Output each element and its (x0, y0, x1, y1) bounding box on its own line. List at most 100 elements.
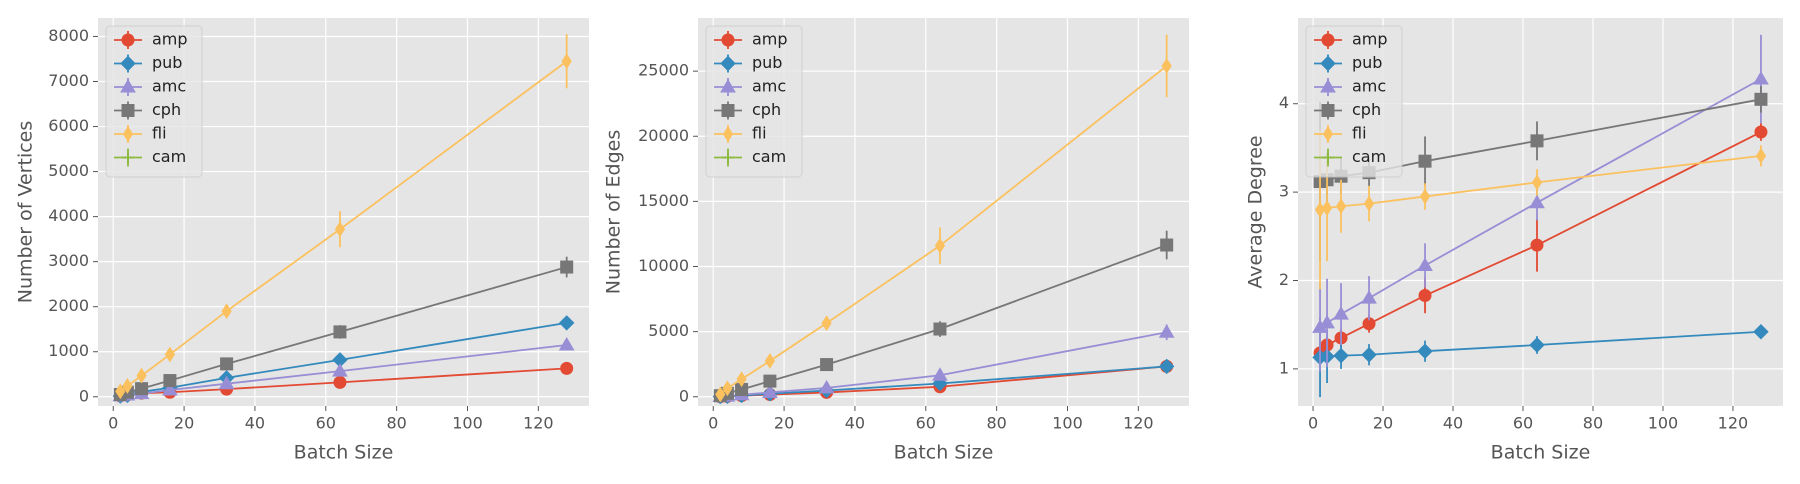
marker (715, 386, 726, 403)
marker (1319, 314, 1335, 329)
marker (1754, 92, 1768, 106)
marker (561, 53, 572, 70)
y-tick-label: 0 (679, 386, 689, 405)
legend-label: pub (1352, 53, 1382, 72)
legend-label: fli (752, 124, 767, 143)
marker (1158, 324, 1175, 338)
marker (1321, 200, 1333, 216)
marker (763, 374, 777, 388)
x-tick-label: 20 (774, 414, 794, 433)
legend-label: amp (1352, 30, 1388, 49)
y-tick-label: 3000 (48, 251, 89, 270)
x-tick-label: 20 (174, 414, 194, 433)
marker (720, 79, 736, 93)
legend-label: amc (152, 77, 186, 96)
y-tick-label: 7000 (48, 71, 89, 90)
marker (736, 371, 747, 388)
y-tick-label: 25000 (638, 61, 689, 80)
legend-label: fli (1352, 124, 1367, 143)
marker (332, 363, 348, 377)
marker (820, 358, 834, 372)
marker (1531, 174, 1543, 191)
y-tick-label: 1 (1279, 358, 1289, 377)
marker (1417, 257, 1433, 271)
y-tick-label: 5000 (648, 321, 689, 340)
marker (333, 325, 347, 339)
marker (1363, 195, 1375, 212)
legend-label: cam (1352, 147, 1386, 166)
x-tick-label: 40 (245, 414, 265, 433)
marker (115, 383, 126, 400)
x-tick-label: 80 (986, 414, 1006, 433)
marker (722, 126, 734, 142)
x-tick-label: 60 (316, 414, 336, 433)
marker (164, 346, 176, 363)
marker (1160, 238, 1174, 252)
x-tick-label: 60 (916, 414, 936, 433)
x-axis-label: Batch Size (894, 442, 994, 464)
marker (934, 237, 946, 254)
y-tick-label: 2 (1279, 270, 1289, 289)
x-axis-label: Batch Size (1491, 442, 1591, 464)
y-tick-label: 20000 (638, 126, 689, 145)
x-tick-label: 60 (1513, 414, 1533, 433)
marker (1321, 33, 1335, 47)
y-axis-label: Average Degree (1245, 135, 1267, 288)
y-tick-label: 8000 (48, 26, 89, 45)
legend: amp pub amc cph fli cam (1305, 25, 1403, 178)
marker (764, 353, 776, 369)
x-tick-label: 100 (1648, 414, 1679, 433)
marker (221, 303, 232, 320)
y-axis-label: Number of Edges (603, 130, 625, 294)
marker (1530, 134, 1544, 148)
marker (1418, 289, 1432, 303)
marker (818, 379, 835, 394)
marker (1529, 337, 1545, 353)
series (715, 34, 1172, 403)
y-tick-label: 6000 (48, 116, 89, 135)
marker (1321, 104, 1335, 117)
legend: amp pub amc cph fli cam (105, 25, 203, 178)
x-axis-label: Batch Size (294, 442, 394, 464)
x-tick-label: 100 (1052, 414, 1083, 433)
marker (121, 33, 135, 47)
marker (1755, 147, 1767, 164)
x-tick-label: 100 (452, 414, 483, 433)
marker (721, 104, 735, 117)
marker (1417, 343, 1433, 359)
legend-label: pub (752, 53, 782, 72)
x-tick-label: 0 (708, 414, 718, 433)
marker (1322, 151, 1334, 164)
marker (1158, 358, 1175, 375)
marker (218, 375, 235, 390)
marker (333, 375, 347, 389)
legend-label: amc (1352, 77, 1386, 96)
legend-label: cph (1352, 100, 1381, 119)
marker (1753, 324, 1769, 340)
legend-label: amp (752, 30, 788, 49)
marker (721, 33, 735, 47)
y-tick-label: 2000 (48, 296, 89, 315)
x-tick-label: 40 (1443, 414, 1463, 433)
marker (122, 378, 133, 394)
legend-label: cph (152, 100, 181, 119)
marker (560, 361, 574, 375)
marker (1322, 126, 1334, 142)
marker (1361, 347, 1377, 363)
marker (933, 322, 947, 336)
marker (1529, 194, 1545, 209)
marker (821, 315, 832, 332)
legend-label: cph (752, 100, 781, 119)
marker (1361, 290, 1377, 304)
x-tick-label: 120 (1123, 414, 1154, 433)
marker (1161, 58, 1172, 74)
marker (762, 384, 778, 398)
marker (722, 380, 733, 397)
marker (558, 315, 575, 331)
subplot: 0 1000 2000 3000 4000 5000 6000 7000 8000 0 20 40 60… (15, 18, 589, 464)
marker (122, 151, 134, 164)
x-tick-label: 80 (1583, 414, 1603, 433)
